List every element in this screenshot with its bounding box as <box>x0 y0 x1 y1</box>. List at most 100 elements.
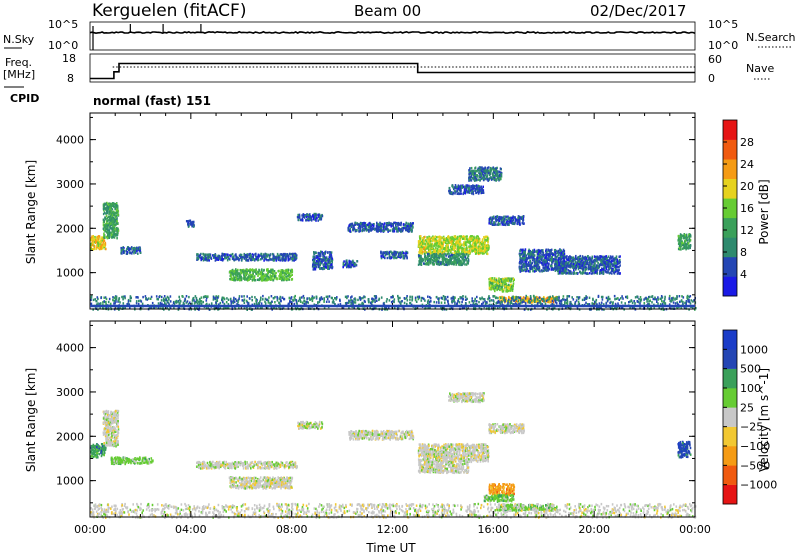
scatter-cell <box>471 170 474 173</box>
scatter-cell <box>422 242 424 245</box>
scatter-cell <box>460 235 462 238</box>
scatter-cell <box>453 260 455 264</box>
scatter-cell <box>327 267 330 270</box>
scatter-cell <box>553 298 555 301</box>
scatter-cell <box>500 284 502 287</box>
scatter-cell <box>485 235 488 238</box>
scatter-cell <box>112 219 115 222</box>
scatter-cell <box>486 238 489 242</box>
scatter-cell <box>197 253 199 256</box>
scatter-cell <box>520 265 523 268</box>
scatter-cell <box>521 260 524 264</box>
scatter-cell <box>114 206 117 210</box>
scatter-cell <box>505 221 508 224</box>
scatter-cell <box>493 288 496 291</box>
scatter-cell <box>243 271 246 274</box>
scatter-cell <box>613 271 615 274</box>
scatter-cell <box>611 267 613 270</box>
scatter-cell <box>503 279 506 282</box>
scatter-cell <box>473 178 475 181</box>
scatter-cell <box>430 247 432 250</box>
scatter-cell <box>429 242 431 245</box>
scatter-cell <box>347 264 349 267</box>
scatter-cell <box>451 192 453 196</box>
scatter-cell <box>280 277 282 281</box>
scatter-cell <box>187 225 190 228</box>
scatter-cell <box>503 215 505 218</box>
scatter-cell <box>422 237 424 240</box>
scatter-cell <box>319 254 322 257</box>
scatter-cell <box>259 277 261 280</box>
scatter-cell <box>226 253 228 256</box>
scatter-cell <box>274 256 276 260</box>
scatter-cell <box>493 178 495 181</box>
scatter-cell <box>260 271 262 274</box>
scatter-cell <box>619 255 621 258</box>
scatter-cell <box>435 257 437 260</box>
scatter-cell <box>597 266 600 270</box>
scatter-cell <box>517 219 520 222</box>
scatter-cell <box>401 250 404 254</box>
scatter-cell <box>400 230 402 233</box>
scatter-cell <box>607 265 609 268</box>
scatter-cell <box>349 227 352 230</box>
scatter-cell <box>404 227 407 230</box>
scatter-cell <box>436 262 438 266</box>
scatter-cell <box>580 264 583 267</box>
scatter-cell <box>494 289 496 293</box>
scatter-cell <box>198 254 200 257</box>
scatter-cell <box>448 187 451 190</box>
scatter-cell <box>468 171 471 174</box>
scatter-cell <box>454 192 456 195</box>
scatter-cell <box>112 216 114 219</box>
scatter-cell <box>459 263 461 267</box>
scatter-cell <box>499 215 501 219</box>
scatter-cell <box>537 299 540 302</box>
scatter-cell <box>103 228 105 232</box>
scatter-cell <box>490 286 492 290</box>
scatter-cell <box>545 261 547 265</box>
scatter-cell <box>554 253 556 256</box>
scatter-cell <box>429 240 431 243</box>
scatter-cell <box>376 221 378 225</box>
scatter-cell <box>521 253 523 256</box>
scatter-cell <box>259 254 261 257</box>
scatter-cell <box>102 242 104 245</box>
scatter-cell <box>374 228 376 231</box>
scatter-cell <box>497 221 500 225</box>
scatter-cell <box>501 287 503 291</box>
scatter-cell <box>241 257 243 261</box>
scatter-cell <box>106 237 109 240</box>
scatter-cell <box>112 202 114 205</box>
scatter-cell <box>423 262 425 265</box>
scatter-cell <box>617 269 619 272</box>
scatter-cell <box>465 251 468 254</box>
scatter-cell <box>329 253 331 257</box>
scatter-cell <box>373 223 375 226</box>
scatter-cell <box>239 275 241 279</box>
scatter-cell <box>561 257 564 260</box>
scatter-cell <box>189 221 192 224</box>
scatter-cell <box>484 247 486 250</box>
scatter-cell <box>484 172 486 176</box>
scatter-cell <box>419 257 421 260</box>
scatter-cell <box>189 219 192 222</box>
scatter-cell <box>432 253 435 256</box>
scatter-cell <box>507 215 509 218</box>
scatter-cell <box>256 278 259 281</box>
scatter-cell <box>509 220 512 223</box>
scatter-cell <box>459 245 462 249</box>
scatter-cell <box>502 296 504 299</box>
scatter-cell <box>439 262 442 265</box>
scatter-cell <box>545 265 548 268</box>
scatter-cell <box>542 253 545 257</box>
scatter-cell <box>593 272 596 275</box>
scatter-cell <box>445 244 447 248</box>
scatter-cell <box>91 238 93 241</box>
scatter-cell <box>111 223 113 227</box>
scatter-cell <box>424 249 427 252</box>
scatter-cell <box>253 258 256 261</box>
scatter-cell <box>116 220 118 223</box>
scatter-cell <box>433 249 436 253</box>
scatter-cell <box>451 240 453 243</box>
